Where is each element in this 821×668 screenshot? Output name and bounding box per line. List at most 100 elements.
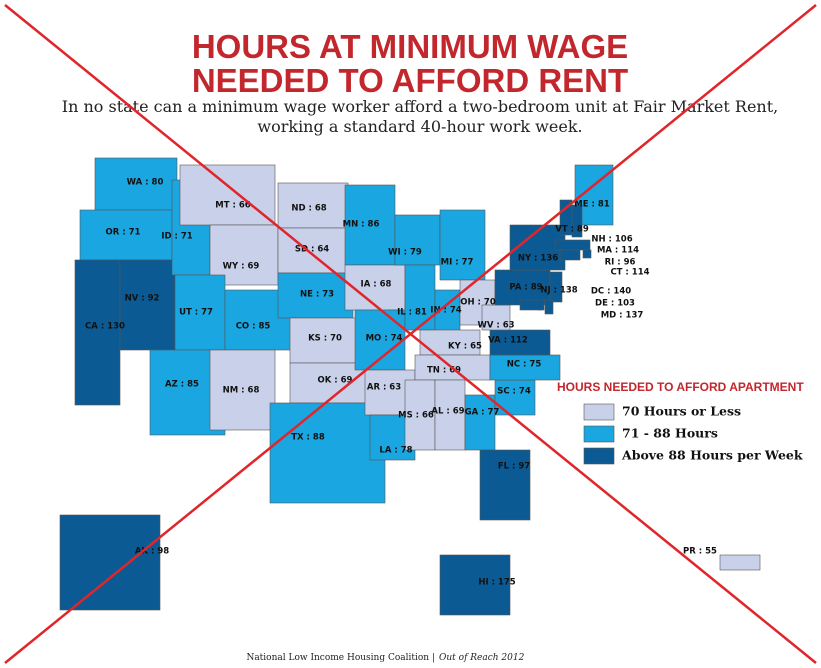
state-label: AK : 98	[135, 547, 169, 557]
state-label: TX : 88	[291, 433, 325, 443]
subtitle-line: working a standard 40-hour work week.	[257, 117, 582, 136]
state-label: MO : 74	[366, 334, 403, 344]
state-label: AZ : 85	[165, 380, 199, 390]
state-shape	[179, 164, 276, 226]
state-label: MS : 66	[398, 411, 434, 421]
state-shape	[519, 299, 545, 311]
legend: 70 Hours or Less 71 - 88 Hours Above 88 Ho…	[583, 403, 803, 465]
state-label: WY : 69	[223, 262, 260, 272]
state-label: MA : 114	[597, 246, 639, 256]
legend-swatch	[583, 403, 615, 421]
legend-title: HOURS NEEDED TO AFFORD APARTMENT	[557, 380, 804, 394]
state-shape	[289, 317, 366, 364]
state-shape	[277, 182, 349, 229]
state-label: CA : 130	[85, 322, 125, 332]
state-shape	[559, 249, 581, 261]
state-label: GA : 77	[465, 408, 500, 418]
legend-swatch	[583, 425, 615, 443]
state-shape	[494, 269, 551, 306]
state-label: NV : 92	[125, 294, 160, 304]
state-label: VT : 89	[555, 225, 589, 235]
state-shape	[489, 329, 551, 356]
state-label: FL : 97	[498, 462, 530, 472]
state-label: NC : 75	[507, 360, 542, 370]
state-label: DC : 140	[591, 287, 631, 297]
state-shape	[544, 299, 554, 315]
state-label: TN : 69	[427, 366, 461, 376]
state-shape	[571, 204, 583, 238]
state-shape	[489, 354, 561, 381]
map: WA : 80 OR : 71 CA : 130 NV : 92 ID : 71 MT :…	[59, 157, 761, 616]
state-label: OK : 69	[318, 376, 353, 386]
state-label: IA : 68	[361, 280, 392, 290]
state-shape	[174, 274, 226, 351]
state-shape	[59, 514, 161, 611]
state-label: ID : 71	[161, 232, 192, 242]
state-label: SD : 64	[295, 245, 329, 255]
state-shape	[439, 209, 486, 281]
state-label: SC : 74	[497, 387, 531, 397]
state-label: NY : 136	[518, 254, 558, 264]
state-label: WV : 63	[477, 321, 514, 331]
legend-label: 70 Hours or Less	[622, 404, 741, 419]
state-label: NE : 73	[300, 290, 334, 300]
state-label: WI : 79	[388, 248, 422, 258]
state-label: KY : 65	[448, 342, 482, 352]
legend-swatch	[583, 447, 615, 465]
state-label: LA : 78	[379, 446, 412, 456]
state-label: MN : 86	[343, 220, 380, 230]
state-shape	[394, 214, 441, 266]
state-shape	[277, 272, 354, 319]
state-shape	[94, 157, 178, 211]
state-label: KS : 70	[308, 334, 342, 344]
state-label: NH : 106	[591, 235, 632, 245]
state-label: MT : 66	[215, 201, 250, 211]
state-shape	[269, 402, 386, 504]
state-shape	[464, 394, 496, 451]
state-shape	[119, 259, 176, 351]
state-label: ME : 81	[574, 200, 609, 210]
state-shape	[74, 259, 121, 406]
state-label: CT : 114	[610, 268, 649, 278]
state-label: AR : 63	[367, 383, 401, 393]
state-label: DE : 103	[595, 299, 635, 309]
state-shape	[549, 271, 563, 303]
state-label: UT : 77	[179, 308, 213, 318]
state-label: ND : 68	[291, 204, 326, 214]
state-label: NM : 68	[223, 386, 260, 396]
state-shape	[479, 449, 531, 521]
state-label: RI : 96	[605, 258, 636, 268]
legend-label: 71 - 88 Hours	[622, 426, 718, 441]
state-shape	[439, 554, 511, 616]
state-label: PR : 55	[683, 547, 717, 557]
state-shape	[554, 239, 591, 251]
cross-line	[4, 4, 817, 664]
state-label: WA : 80	[127, 178, 164, 188]
cross-out	[4, 4, 817, 664]
state-shape	[404, 264, 436, 331]
state-label: OH : 70	[460, 298, 496, 308]
state-shape	[209, 349, 276, 431]
state-label: MI : 77	[441, 258, 474, 268]
state-label: IL : 81	[397, 308, 427, 318]
title-line: HOURS AT MINIMUM WAGE	[192, 28, 628, 65]
legend-label: Above 88 Hours per Week	[621, 448, 803, 463]
state-shape	[434, 379, 466, 451]
footer-source: National Low Income Housing Coalition |	[246, 653, 435, 663]
state-label: NJ : 138	[540, 286, 577, 296]
state-label: VA : 112	[488, 336, 528, 346]
state-shape	[582, 249, 592, 259]
state-label: OR : 71	[106, 228, 141, 238]
state-label: HI : 175	[478, 578, 515, 588]
footer-publication: Out of Reach 2012	[439, 653, 525, 663]
state-shape	[494, 379, 536, 416]
state-label: PA : 89	[509, 283, 542, 293]
state-label: MD : 137	[601, 311, 644, 321]
subtitle-line: In no state can a minimum wage worker af…	[62, 97, 778, 116]
title-line: NEEDED TO AFFORD RENT	[192, 62, 628, 99]
state-label: IN : 74	[430, 306, 462, 316]
state-shape	[719, 554, 761, 571]
state-shape	[344, 184, 396, 266]
state-label: CO : 85	[236, 322, 271, 332]
